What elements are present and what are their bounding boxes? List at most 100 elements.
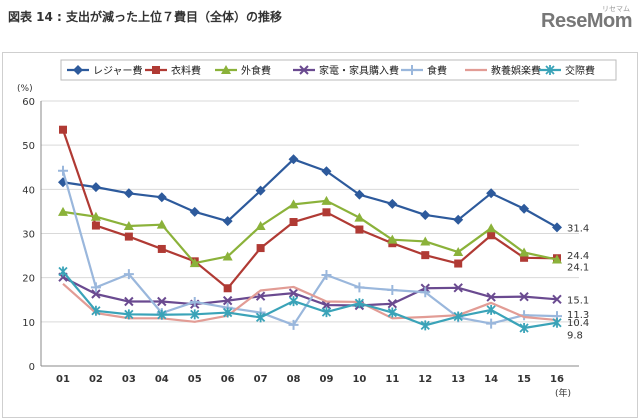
data-point [223,284,232,293]
data-point [299,65,309,75]
data-point [156,192,167,203]
data-point [123,220,134,230]
end-data-label: 10.4 [567,318,589,329]
data-point [124,232,133,241]
data-point [354,298,365,309]
data-point [387,285,398,296]
x-tick-label: 10 [352,374,366,385]
y-tick-label: 10 [22,318,35,329]
data-point [59,125,67,134]
legend-item: 食費 [401,64,447,77]
data-point [387,307,397,318]
legend-item: レジャー費 [67,64,143,77]
legend: レジャー費 衣料費 外食費 家電・家具購入費 食費 教養娯楽費 交際費 [60,59,617,81]
data-point [421,251,430,260]
data-point [519,247,530,257]
data-point [321,307,332,318]
end-data-label: 11.3 [567,310,589,321]
legend-item: 家電・家具購入費 [293,64,399,77]
data-point [190,309,200,320]
data-point [453,283,463,293]
data-point [552,294,562,305]
x-tick-label: 01 [56,374,70,385]
data-point [255,220,266,230]
data-point [486,318,497,329]
y-tick-label: 60 [22,97,35,108]
data-point [420,320,430,331]
data-point [520,253,529,262]
data-point [519,323,529,334]
data-point [255,312,266,323]
data-point [354,212,365,222]
data-point [453,214,464,225]
data-point [58,165,68,176]
data-point [189,206,200,217]
data-point [157,296,167,307]
legend-label: レジャー費 [93,64,143,77]
y-axis-label: (%) [17,84,33,94]
data-point [355,225,364,234]
data-point [552,222,562,233]
data-point [58,206,68,216]
series-line [62,283,558,323]
data-point [73,65,83,75]
series-line [62,199,558,265]
data-point [519,291,529,302]
data-point [123,188,134,199]
data-point [420,209,431,220]
data-point [354,189,365,200]
series-line [62,270,558,330]
x-tick-label: 05 [188,374,202,385]
legend-label: 教養娯楽費 [491,64,541,77]
data-point [486,304,496,315]
data-point [486,223,497,233]
data-point [321,166,332,177]
data-point [453,247,464,257]
data-point [90,282,101,293]
y-tick-label: 0 [29,362,35,373]
data-point [552,317,562,328]
legend-label: 家電・家具購入費 [319,64,399,77]
x-tick-label: 08 [287,374,301,385]
data-point [454,259,463,268]
legend-item: 交際費 [539,64,595,77]
data-point [221,65,231,74]
data-point [321,195,332,205]
logo-text: ReseMom [541,10,632,32]
data-point [288,154,299,165]
end-data-label: 9.8 [567,331,583,342]
data-point [453,311,463,322]
data-point [288,288,299,298]
data-point [157,244,166,253]
legend-label: 食費 [427,64,447,77]
data-point [255,185,266,196]
data-point [354,282,365,293]
chart-frame: レジャー費 衣料費 外食費 家電・家具購入費 食費 教養娯楽費 交際費 0 10 20 30 40 5… [2,52,638,418]
x-tick-label: 12 [418,374,432,385]
data-point [487,231,496,240]
x-tick-label: 14 [484,374,498,385]
y-tick-label: 20 [22,274,35,285]
data-point [189,258,200,268]
legend-item: 教養娯楽費 [465,64,541,77]
data-point [420,287,431,298]
y-tick-label: 50 [22,141,35,152]
series-3 [58,195,562,268]
data-point [91,289,101,299]
data-point [486,292,496,302]
data-point [157,309,167,320]
legend-item: 衣料費 [145,64,201,77]
x-tick-label: 07 [254,374,268,385]
data-point [58,266,68,277]
data-point [189,296,200,307]
data-point [91,305,101,316]
data-point [420,236,431,246]
data-point [222,216,233,227]
series-line [61,129,558,290]
series-line [61,170,558,327]
data-point [552,254,562,264]
x-axis-label: (年) [555,387,571,399]
data-point [222,295,233,306]
data-point [387,299,398,309]
data-point [288,199,299,209]
